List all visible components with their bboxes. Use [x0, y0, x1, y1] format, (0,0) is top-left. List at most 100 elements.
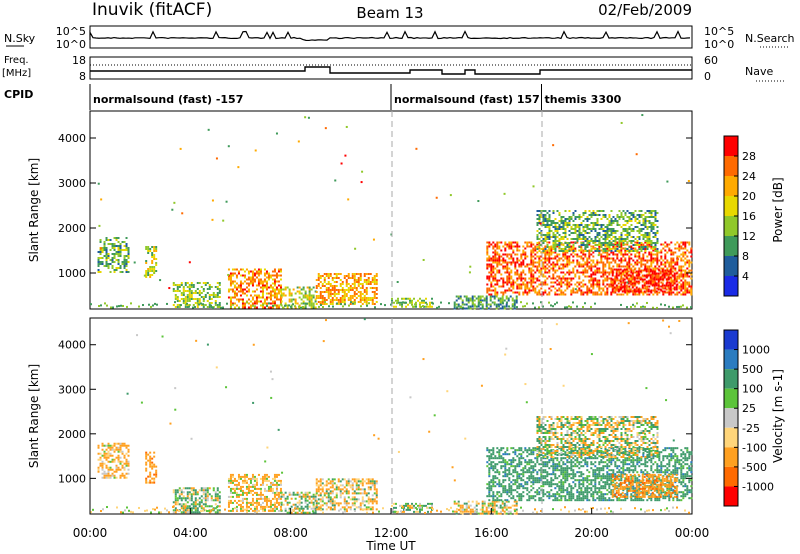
range-cell — [113, 458, 116, 461]
range-cell — [560, 279, 563, 282]
range-cell — [241, 507, 244, 510]
range-cell — [337, 293, 340, 295]
range-cell — [562, 263, 565, 266]
range-cell — [339, 279, 342, 281]
range-cell — [247, 282, 250, 285]
range-cell — [208, 284, 211, 286]
range-cell — [582, 244, 585, 246]
range-cell — [572, 287, 575, 290]
range-cell — [690, 251, 693, 254]
range-cell — [490, 273, 493, 276]
range-cell — [632, 303, 634, 306]
range-cell — [614, 246, 617, 248]
range-cell — [496, 269, 499, 272]
range-cell — [574, 265, 577, 268]
range-cell — [339, 484, 342, 487]
range-cell — [117, 263, 120, 265]
range-cell — [347, 277, 350, 279]
range-cell — [610, 228, 613, 230]
range-cell — [290, 505, 293, 508]
range-cell — [306, 298, 309, 301]
range-cell — [127, 253, 130, 255]
range-cell — [613, 290, 616, 293]
range-cell — [257, 274, 260, 277]
range-cell — [351, 498, 354, 501]
range-cell — [275, 483, 278, 486]
range-cell — [269, 499, 272, 502]
range-cell — [656, 267, 659, 270]
range-cell — [496, 265, 499, 268]
range-cell — [615, 276, 618, 279]
range-cell — [218, 290, 221, 292]
range-cell — [273, 282, 276, 285]
range-cell — [644, 216, 647, 218]
range-cell — [657, 280, 660, 283]
range-cell — [257, 300, 260, 303]
range-cell — [353, 273, 356, 275]
range-cell — [490, 263, 493, 266]
range-cell — [206, 306, 209, 308]
range-cell — [642, 224, 645, 226]
range-cell — [612, 222, 615, 224]
range-cell — [618, 236, 621, 238]
noise-cell — [469, 265, 472, 268]
range-cell — [202, 298, 205, 300]
range-cell — [423, 299, 425, 302]
range-cell — [590, 267, 593, 270]
range-cell — [279, 489, 282, 492]
range-cell — [357, 498, 360, 501]
range-cell — [457, 297, 460, 300]
range-cell — [310, 306, 313, 309]
range-cell — [367, 508, 370, 511]
range-cell — [279, 284, 282, 287]
range-cell — [243, 477, 246, 480]
range-cell — [516, 283, 519, 286]
range-cell — [536, 218, 539, 220]
range-cell — [491, 295, 494, 298]
range-cell — [578, 287, 581, 290]
range-cell — [602, 224, 605, 226]
range-cell — [608, 248, 611, 250]
range-cell — [357, 283, 360, 285]
range-cell — [627, 278, 630, 281]
range-cell — [598, 269, 601, 272]
range-cell — [321, 504, 324, 507]
range-cell — [151, 477, 154, 480]
range-cell — [229, 487, 232, 490]
range-cell — [530, 245, 533, 248]
range-cell — [628, 220, 631, 222]
range-cell — [275, 493, 278, 496]
range-cell — [688, 265, 691, 268]
range-cell — [353, 299, 356, 301]
range-cell — [247, 501, 250, 504]
range-cell — [327, 492, 330, 495]
range-cell — [284, 302, 287, 305]
range-cell — [327, 293, 330, 295]
range-cell — [265, 475, 268, 478]
range-cell — [676, 255, 679, 258]
range-cell — [651, 284, 654, 287]
range-cell — [608, 220, 611, 222]
range-cell — [237, 495, 240, 498]
range-cell — [218, 509, 221, 512]
range-cell — [654, 250, 657, 252]
range-cell — [667, 270, 670, 273]
range-cell — [490, 281, 493, 284]
range-cell — [277, 497, 280, 500]
range-cell — [247, 284, 250, 287]
range-cell — [617, 288, 620, 291]
range-cell — [355, 289, 358, 291]
range-cell — [652, 257, 655, 260]
range-cell — [257, 270, 260, 273]
range-cell — [294, 302, 297, 305]
range-cell — [548, 224, 551, 226]
range-cell — [566, 281, 569, 284]
range-cell — [259, 483, 262, 486]
range-cell — [550, 267, 553, 270]
range-cell — [329, 303, 332, 305]
range-cell — [586, 250, 589, 252]
range-cell — [119, 245, 122, 247]
range-cell — [280, 495, 283, 498]
range-cell — [558, 240, 561, 242]
range-cell — [178, 286, 181, 288]
